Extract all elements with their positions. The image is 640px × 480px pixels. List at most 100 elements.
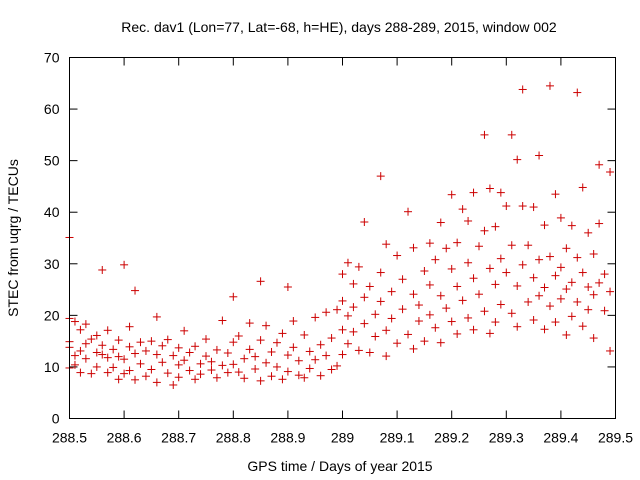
data-point [158,341,167,350]
data-point [545,302,554,311]
data-point [349,303,358,312]
data-point [343,311,352,320]
data-point [545,81,554,90]
data-point [365,348,374,357]
data-point [109,363,118,372]
data-point [141,346,150,355]
x-tick-label: 289.4 [543,430,578,446]
data-point [382,240,391,249]
data-point [163,335,172,344]
data-point [551,271,560,280]
data-point [464,216,473,225]
data-point [551,318,560,327]
data-point [338,270,347,279]
data-point [202,335,210,344]
data-point [518,202,527,211]
data-point [152,312,161,321]
data-point [425,280,434,289]
data-point [376,268,385,277]
data-point [584,228,593,237]
data-point [382,352,391,361]
y-tick-label: 20 [44,307,60,323]
data-point [551,190,560,199]
data-point [469,325,478,334]
y-tick-label: 30 [44,256,60,272]
data-point [578,268,587,277]
data-point [584,282,593,291]
x-tick-label: 289.2 [434,430,469,446]
x-tick-label: 289.3 [489,430,524,446]
data-point [98,341,107,350]
y-tick-label: 70 [44,50,60,66]
data-point [398,305,407,314]
data-point [305,347,314,356]
data-point [272,362,281,371]
data-point [349,327,358,336]
data-point [414,301,423,310]
data-point [338,350,347,359]
data-point [223,349,232,358]
data-point [584,305,593,314]
data-point [333,305,342,314]
y-tick-label: 40 [44,204,60,220]
data-point [485,184,494,193]
data-point [595,160,604,169]
data-point [606,346,615,355]
data-point [81,320,90,329]
data-point [458,205,467,214]
data-point [196,359,205,368]
data-point [354,262,363,271]
data-point [409,344,418,353]
data-point [180,326,189,335]
data-point [114,336,123,345]
data-point [371,310,380,319]
data-point [480,130,489,139]
data-point [431,323,440,332]
data-point [578,183,587,192]
data-point [131,375,140,384]
data-point [218,361,227,370]
data-point [305,364,314,373]
data-point [185,348,194,357]
data-point [152,350,161,359]
data-point [212,345,221,354]
data-point [436,291,445,300]
data-point [464,313,473,322]
data-point [349,279,358,288]
data-point [529,315,538,324]
data-point [354,346,363,355]
data-point [234,331,243,340]
data-point [103,326,112,335]
data-point [442,244,451,253]
data-point [114,375,123,384]
data-point [76,346,85,355]
data-point [447,317,456,326]
data-point [174,360,183,369]
data-point [589,334,598,343]
data-point [387,314,396,323]
data-point [513,322,522,331]
data-point [147,337,156,346]
data-point [513,155,522,164]
data-point [196,370,205,379]
data-point [180,356,189,365]
data-point [573,253,582,262]
data-point [136,338,145,347]
data-point [70,351,79,360]
data-point [70,317,79,326]
data-point [518,85,527,94]
data-point [114,352,123,361]
data-point [202,352,210,361]
x-tick-label: 288.7 [161,430,196,446]
data-point [109,345,118,354]
data-point [240,354,249,363]
data-point [191,375,200,384]
data-point [431,255,440,264]
data-point [283,351,292,360]
data-point [556,263,565,272]
data-point [442,304,451,313]
data-point [283,367,292,376]
data-point [267,347,276,356]
data-point [245,319,254,328]
data-point [524,241,533,250]
